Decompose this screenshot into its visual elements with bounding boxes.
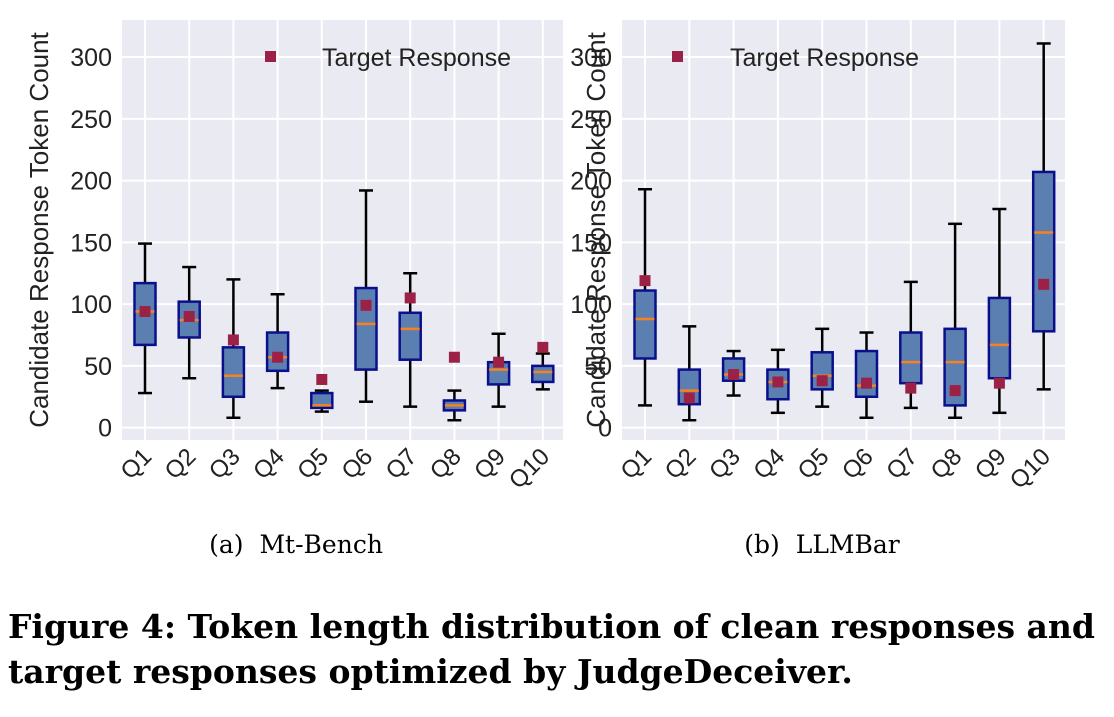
- y-tick-label: 300: [70, 44, 112, 72]
- target-marker: [993, 377, 1005, 389]
- y-tick-label: 50: [84, 353, 112, 381]
- target-marker: [404, 292, 416, 304]
- x-tick-label: Q8: [425, 443, 467, 485]
- box-iqr: [1031, 170, 1056, 333]
- box-iqr: [633, 289, 657, 360]
- y-axis-label: Candidate Response Token Count: [581, 31, 611, 427]
- subcaption-title: LLMBar: [796, 530, 900, 559]
- subcaption-tag: (a): [209, 530, 243, 559]
- target-marker: [728, 369, 740, 381]
- y-tick-label: 150: [70, 229, 112, 257]
- target-marker: [816, 375, 828, 387]
- x-tick-label: Q10: [1005, 443, 1056, 494]
- target-marker: [639, 275, 651, 287]
- figure-caption: Figure 4: Token length distribution of c…: [8, 607, 1095, 691]
- box-marks: [133, 189, 555, 422]
- subcaption: (a) Mt-Bench: [209, 530, 383, 559]
- x-tick-label: Q1: [616, 443, 658, 485]
- target-marker: [772, 376, 784, 388]
- target-marker: [493, 356, 505, 368]
- y-tick-label: 300: [570, 44, 612, 72]
- y-tick-label: 100: [570, 291, 612, 319]
- target-marker: [949, 385, 961, 397]
- legend-label: Target Response: [322, 44, 511, 72]
- box-iqr: [265, 331, 290, 373]
- x-tick-label: Q10: [504, 443, 555, 494]
- target-marker: [316, 373, 328, 385]
- legend-marker: [265, 51, 276, 62]
- target-marker: [1038, 278, 1050, 290]
- box-iqr: [221, 346, 246, 399]
- y-axis-label: Candidate Response Token Count: [24, 31, 54, 427]
- x-tick-label: Q7: [881, 443, 923, 485]
- x-tick-label: Q6: [837, 443, 879, 485]
- x-tick-label: Q6: [337, 443, 379, 485]
- target-marker: [272, 351, 284, 363]
- y-tick-label: 200: [570, 168, 612, 196]
- box-iqr: [854, 349, 879, 399]
- target-marker: [448, 351, 460, 363]
- x-tick-label: Q4: [748, 443, 790, 485]
- target-marker: [861, 377, 872, 389]
- box-q9: [987, 207, 1012, 415]
- y-tick-label: 250: [70, 106, 112, 134]
- y-tick-label: 0: [98, 415, 112, 443]
- box-q1: [633, 187, 657, 407]
- x-tick-label: Q3: [204, 443, 246, 485]
- target-marker: [227, 334, 239, 346]
- y-tick-label: 50: [584, 353, 612, 381]
- target-marker: [360, 299, 372, 311]
- x-tick-label: Q5: [793, 443, 835, 485]
- legend-label: Target Response: [730, 44, 919, 72]
- box-q5: [310, 389, 334, 413]
- x-tick-label: Q2: [660, 443, 702, 485]
- y-tick-label: 250: [570, 106, 612, 134]
- y-tick-label: 200: [70, 168, 112, 196]
- box-iqr: [987, 296, 1012, 380]
- target-marker: [139, 306, 151, 318]
- y-tick-label: 0: [598, 415, 612, 443]
- box-q8: [442, 389, 467, 422]
- box-marks: [633, 42, 1056, 422]
- y-tick-label: 150: [570, 229, 612, 257]
- target-marker: [183, 310, 195, 322]
- subcaption-tag: (b): [744, 530, 780, 559]
- box-q10: [1031, 42, 1056, 391]
- box-q7: [398, 271, 422, 408]
- box-iqr: [899, 331, 923, 385]
- subcaption: (b) LLMBar: [744, 530, 900, 559]
- x-tick-label: Q8: [926, 443, 968, 485]
- target-marker: [905, 382, 917, 394]
- x-tick-label: Q5: [292, 443, 334, 485]
- box-q2: [677, 325, 702, 422]
- x-tick-label: Q9: [970, 443, 1012, 485]
- subcaption-title: Mt-Bench: [259, 530, 382, 559]
- legend-marker: [672, 51, 683, 62]
- box-iqr: [398, 311, 422, 361]
- x-tick-label: Q7: [381, 443, 423, 485]
- x-tick-label: Q2: [160, 443, 202, 485]
- box-iqr: [531, 364, 555, 384]
- box-q10: [531, 352, 555, 391]
- box-q7: [899, 280, 923, 410]
- target-marker: [683, 392, 695, 404]
- x-tick-label: Q9: [469, 443, 511, 485]
- target-marker: [537, 341, 549, 353]
- x-tick-label: Q4: [248, 443, 290, 485]
- x-tick-label: Q1: [116, 443, 158, 485]
- y-tick-label: 100: [70, 291, 112, 319]
- x-tick-label: Q3: [704, 443, 746, 485]
